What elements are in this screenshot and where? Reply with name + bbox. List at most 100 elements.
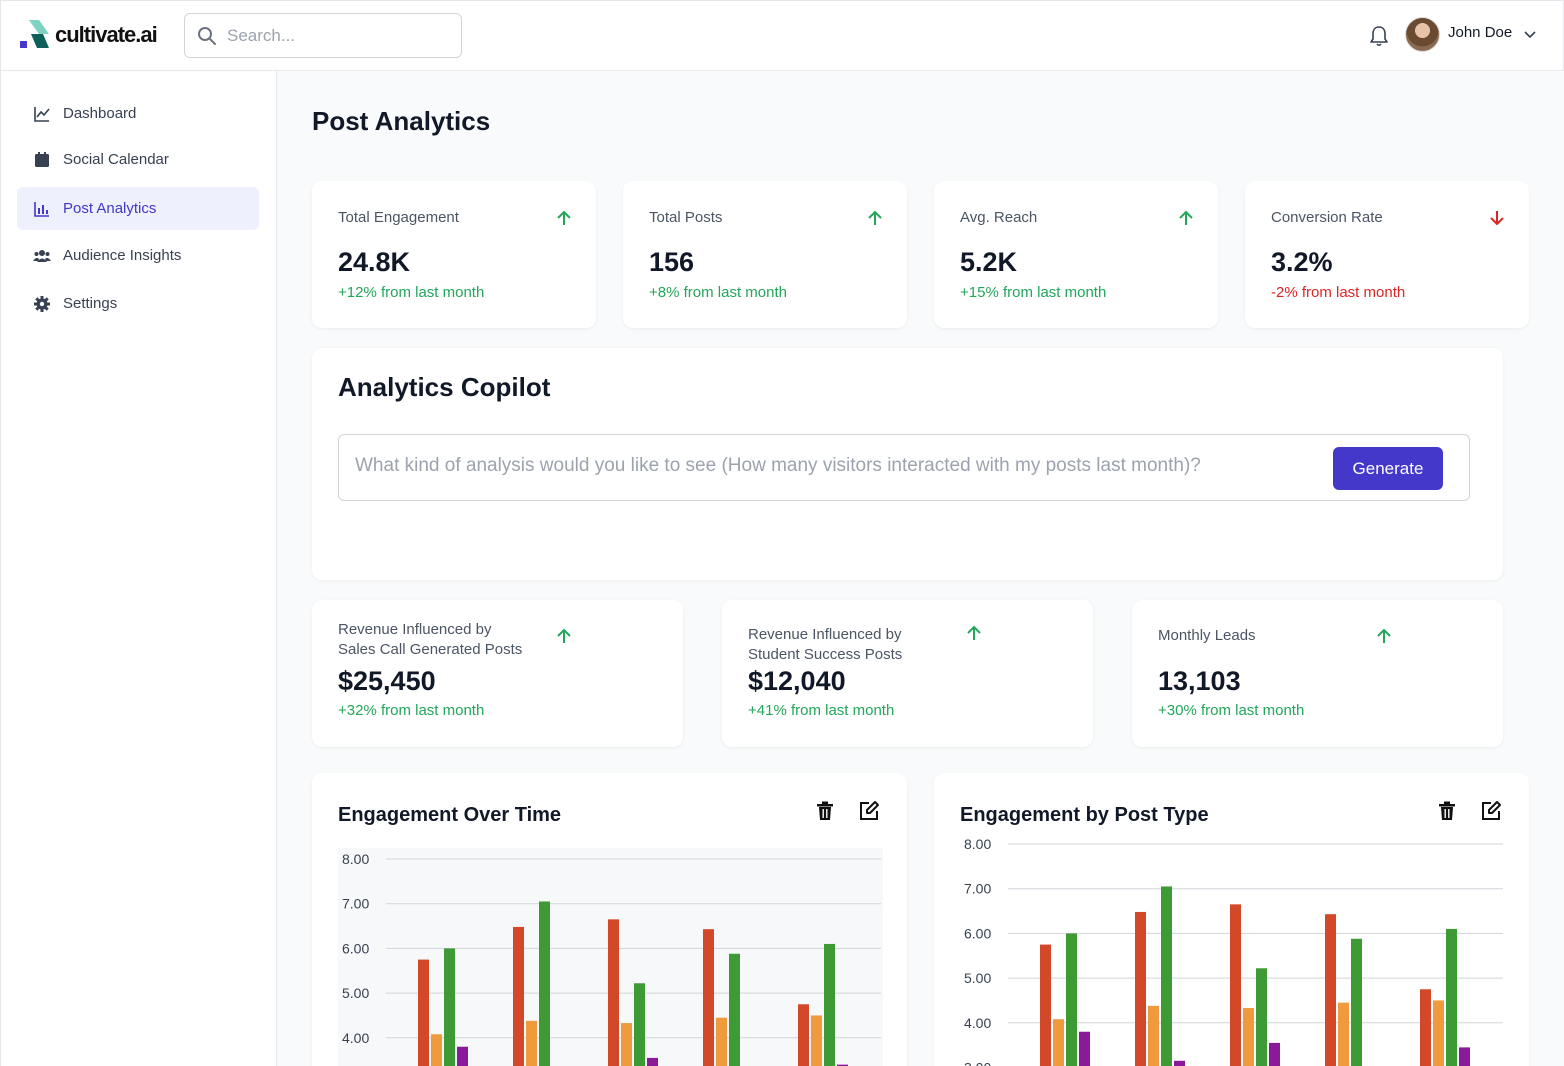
revenue-card-student-success: Revenue Influenced by Student Success Po…: [722, 600, 1093, 747]
bar-series-2-0[interactable]: [1053, 1019, 1064, 1066]
y-tick-label: 6.00: [964, 925, 991, 941]
avatar[interactable]: [1405, 17, 1440, 52]
copilot-title: Analytics Copilot: [338, 372, 551, 402]
bar-series-2-0[interactable]: [431, 1034, 442, 1066]
bar-series-2-4[interactable]: [811, 1015, 822, 1066]
stat-value: $25,450: [338, 666, 436, 696]
bar-series-4-4[interactable]: [1459, 1047, 1470, 1066]
bar-series-2-1[interactable]: [1148, 1005, 1159, 1066]
stat-card-total-posts: Total Posts 156 +8% from last month: [623, 181, 907, 328]
users-icon: [33, 249, 51, 262]
edit-icon[interactable]: [1480, 800, 1502, 822]
y-tick-label: 4.00: [964, 1015, 991, 1031]
user-name[interactable]: John Doe: [1448, 24, 1513, 41]
bar-series-1-3[interactable]: [703, 929, 714, 1066]
y-tick-label: 8.00: [342, 851, 369, 867]
stat-value: 3.2%: [1271, 247, 1333, 277]
bar-series-4-0[interactable]: [1079, 1031, 1090, 1066]
bar-series-3-2[interactable]: [1256, 968, 1267, 1066]
sidebar-item-label: Settings: [63, 295, 118, 312]
stat-change: +12% from last month: [338, 284, 485, 301]
gear-icon: [34, 295, 50, 312]
bar-series-3-0[interactable]: [1066, 933, 1077, 1066]
bar-series-4-2[interactable]: [647, 1057, 658, 1066]
bar-series-1-4[interactable]: [798, 1004, 809, 1066]
bar-series-2-3[interactable]: [716, 1017, 727, 1066]
stat-label-line2: Sales Call Generated Posts: [338, 641, 523, 658]
stat-change: -2% from last month: [1271, 284, 1406, 301]
sidebar-item-dashboard[interactable]: Dashboard: [17, 92, 259, 135]
stat-card-conversion-rate: Conversion Rate 3.2% -2% from last month: [1245, 181, 1529, 328]
bar-series-3-2[interactable]: [634, 983, 645, 1066]
trash-icon[interactable]: [814, 800, 836, 822]
y-tick-label: 3.00: [964, 1060, 991, 1066]
sidebar-item-audience-insights[interactable]: Audience Insights: [17, 234, 259, 277]
bar-series-2-1[interactable]: [526, 1020, 537, 1066]
arrow-up-icon: [1377, 628, 1391, 643]
generate-button[interactable]: Generate: [1333, 447, 1443, 490]
bar-series-3-3[interactable]: [729, 953, 740, 1066]
bar-series-4-0[interactable]: [457, 1046, 468, 1066]
chart-title: Engagement Over Time: [338, 804, 562, 826]
y-tick-label: 4.00: [342, 1030, 369, 1046]
trash-icon[interactable]: [1436, 800, 1458, 822]
analytics-copilot-card: Analytics Copilot Generate: [312, 348, 1503, 580]
bar-series-1-1[interactable]: [1135, 911, 1146, 1066]
bar-series-2-3[interactable]: [1338, 1002, 1349, 1066]
sidebar: Dashboard Social Calendar Post Analytics…: [0, 71, 277, 1066]
copilot-query-input[interactable]: [355, 455, 1315, 477]
stat-label-line1: Revenue Influenced by: [748, 626, 902, 643]
sidebar-item-post-analytics[interactable]: Post Analytics: [17, 187, 259, 230]
sidebar-item-settings[interactable]: Settings: [17, 282, 259, 325]
bar-series-1-2[interactable]: [1230, 904, 1241, 1066]
line-chart-icon: [34, 106, 50, 122]
bar-series-1-1[interactable]: [513, 926, 524, 1066]
arrow-down-icon: [1490, 211, 1504, 226]
chevron-down-icon[interactable]: [1523, 28, 1537, 42]
stat-change: +15% from last month: [960, 284, 1107, 301]
search-input[interactable]: [227, 25, 427, 46]
engagement-by-post-type-chart: 3.00 4.00 5.00 6.00 7.00 8.00: [964, 836, 1503, 1066]
stat-change: +41% from last month: [748, 702, 895, 719]
stat-card-avg-reach: Avg. Reach 5.2K +15% from last month: [934, 181, 1218, 328]
stat-value: 156: [649, 247, 695, 277]
bar-series-3-3[interactable]: [1351, 938, 1362, 1066]
stat-card-total-engagement: Total Engagement 24.8K +12% from last mo…: [312, 181, 596, 328]
bell-icon[interactable]: [1369, 25, 1389, 47]
calendar-icon: [35, 151, 49, 167]
bar-series-1-0[interactable]: [1040, 944, 1051, 1066]
bar-series-3-1[interactable]: [1161, 886, 1172, 1066]
search-box[interactable]: [184, 13, 462, 58]
bar-series-1-4[interactable]: [1420, 989, 1431, 1066]
sidebar-item-label: Post Analytics: [63, 200, 157, 217]
y-tick-label: 6.00: [342, 940, 369, 956]
stat-label-line1: Monthly Leads: [1158, 627, 1256, 644]
bar-series-2-4[interactable]: [1433, 1000, 1444, 1066]
bar-series-2-2[interactable]: [1243, 1008, 1254, 1066]
bar-series-4-4[interactable]: [837, 1064, 848, 1066]
stat-label: Avg. Reach: [960, 209, 1038, 226]
sidebar-item-social-calendar[interactable]: Social Calendar: [17, 138, 259, 181]
stat-change: +32% from last month: [338, 702, 485, 719]
stat-value: 5.2K: [960, 247, 1018, 277]
bar-series-3-0[interactable]: [444, 948, 455, 1066]
brand-name: cultivate.ai: [55, 22, 158, 47]
bar-series-3-4[interactable]: [824, 943, 835, 1066]
brand-logo[interactable]: cultivate.ai: [19, 19, 158, 51]
bar-series-1-3[interactable]: [1325, 914, 1336, 1066]
arrow-up-icon: [868, 210, 882, 225]
bar-series-4-1[interactable]: [1174, 1060, 1185, 1066]
arrow-up-icon: [967, 625, 981, 640]
y-tick-label: 7.00: [342, 896, 369, 912]
edit-icon[interactable]: [858, 800, 880, 822]
bar-series-1-2[interactable]: [608, 919, 619, 1066]
stat-value: 24.8K: [338, 247, 411, 277]
arrow-up-icon: [557, 628, 571, 643]
bar-series-1-0[interactable]: [418, 959, 429, 1066]
bar-series-3-4[interactable]: [1446, 928, 1457, 1066]
bar-series-2-2[interactable]: [621, 1023, 632, 1066]
bar-chart-icon: [34, 201, 49, 217]
stat-change: +8% from last month: [649, 284, 787, 301]
bar-series-3-1[interactable]: [539, 901, 550, 1066]
bar-series-4-2[interactable]: [1269, 1042, 1280, 1066]
